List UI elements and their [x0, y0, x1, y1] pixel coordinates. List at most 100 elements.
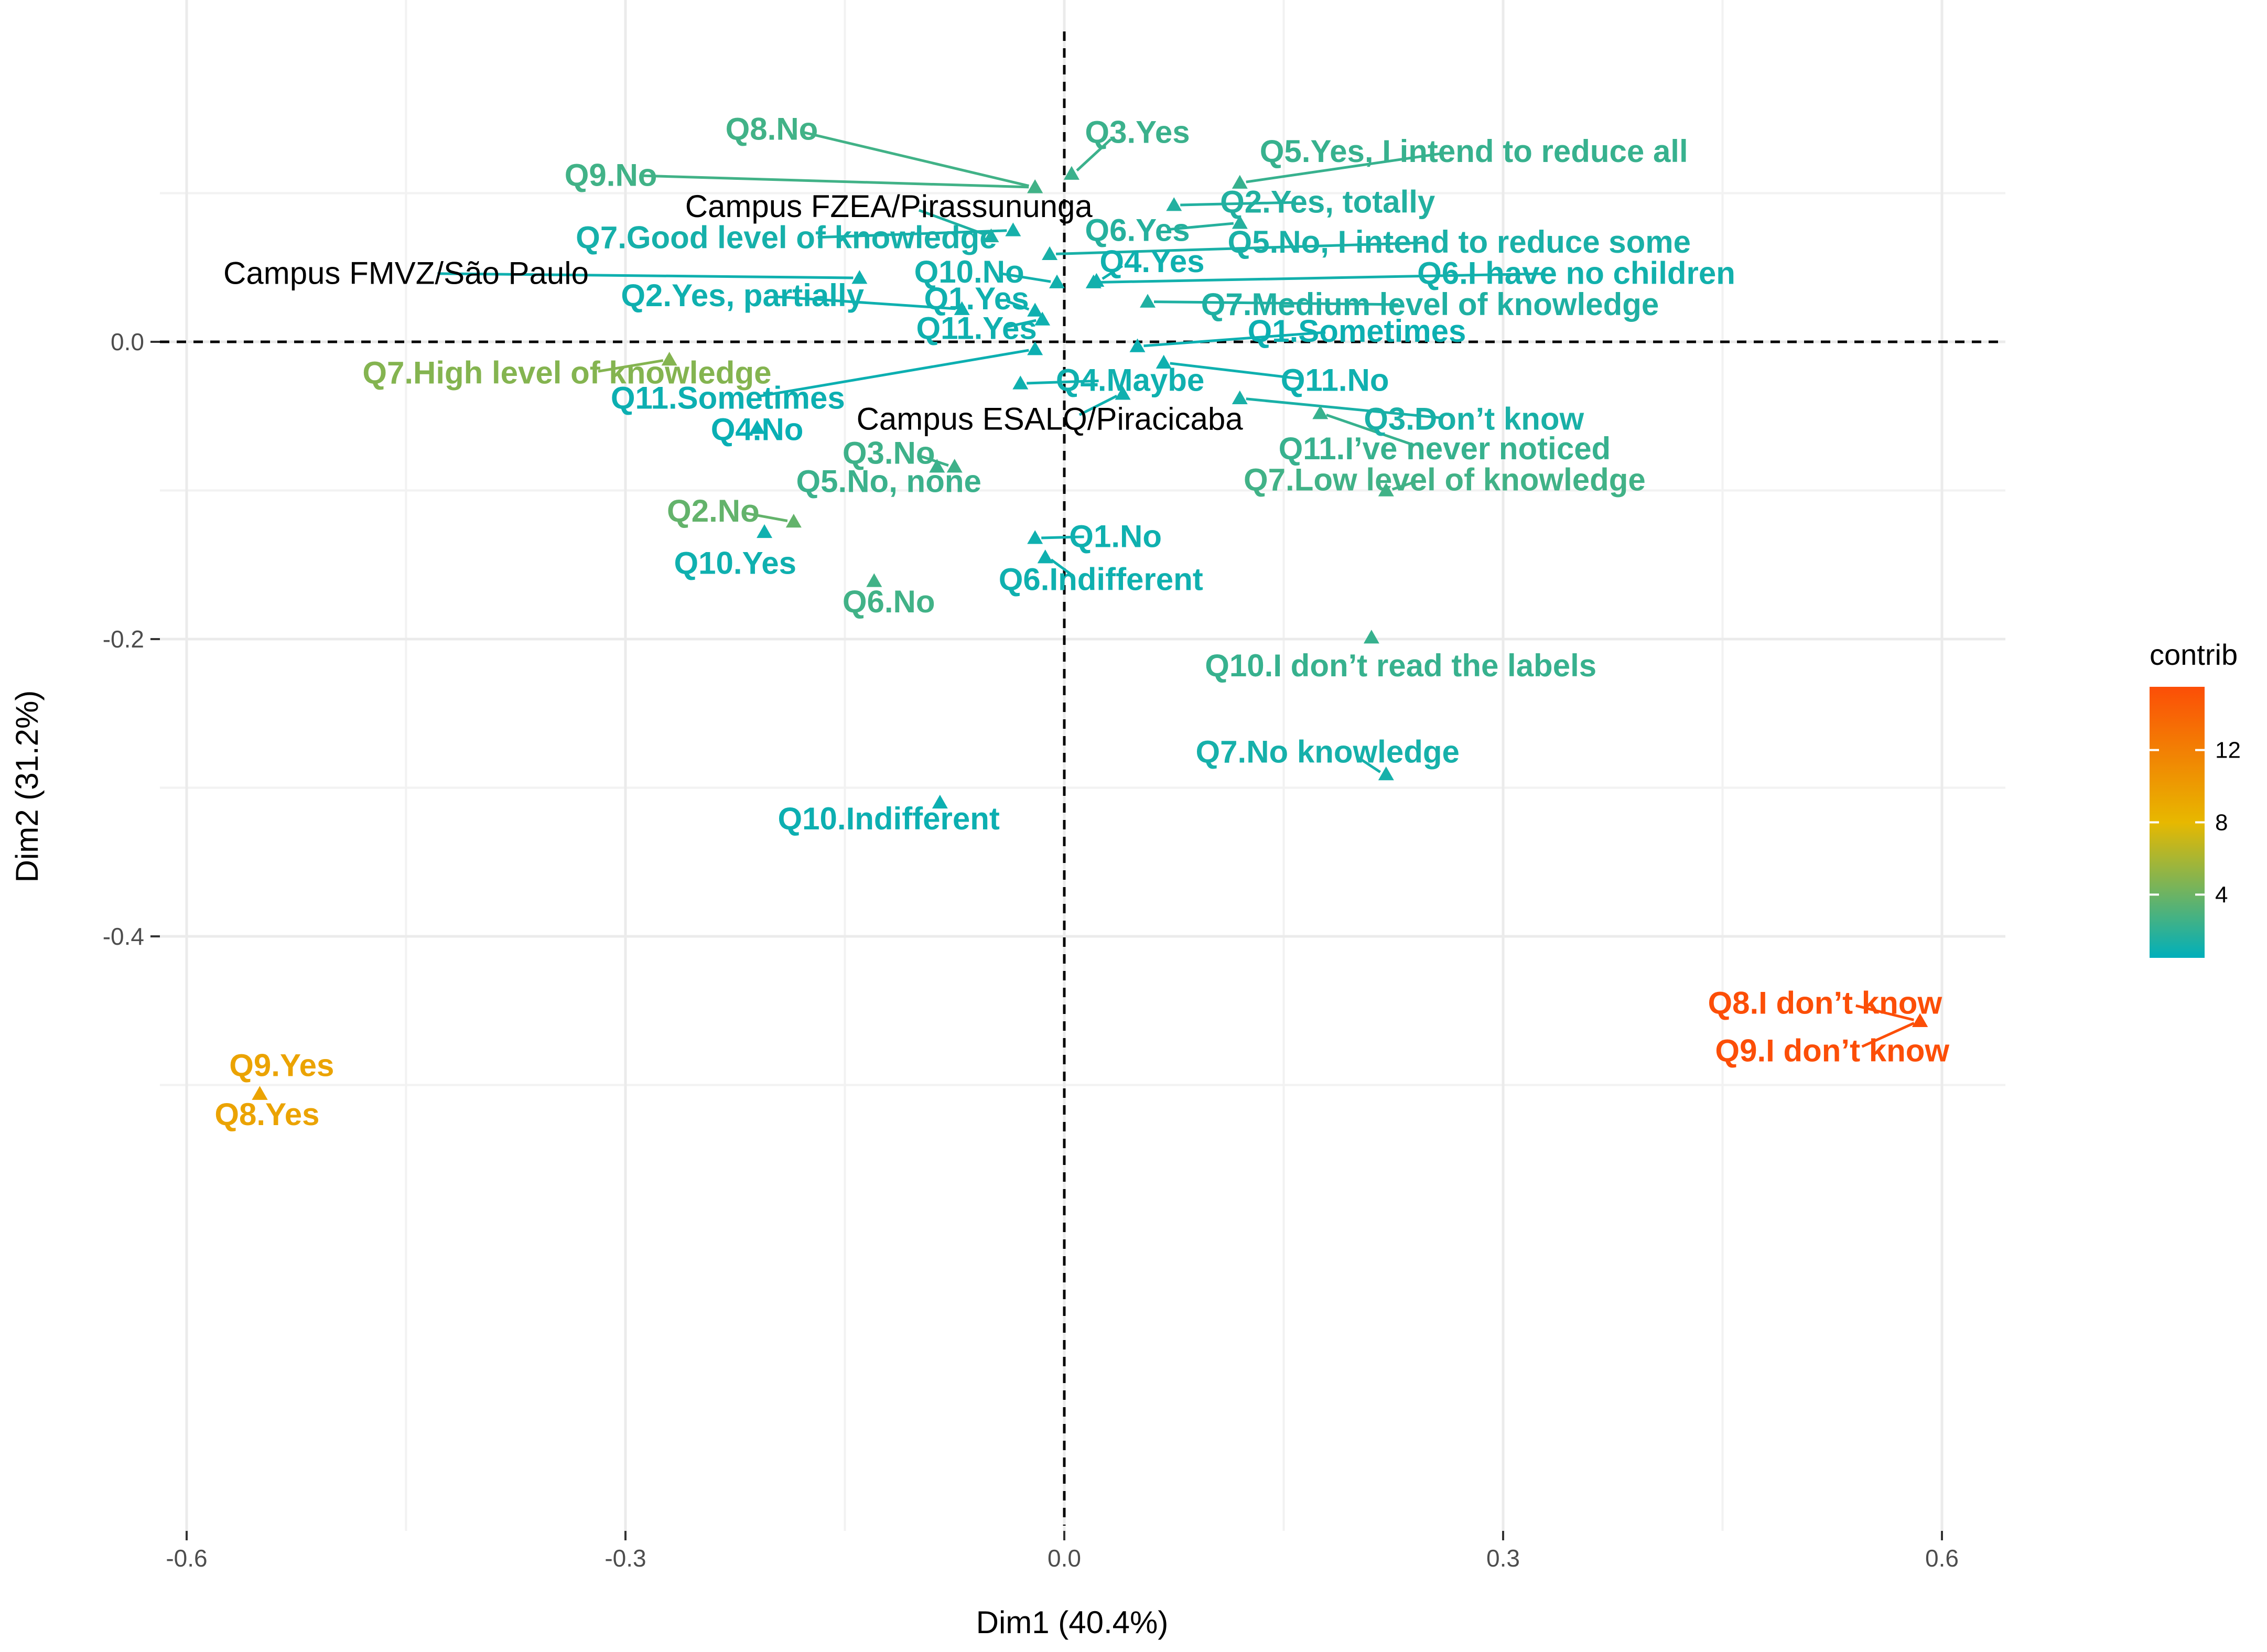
category-point	[1063, 166, 1079, 180]
legend-tick-label: 4	[2215, 882, 2228, 908]
leader-line	[1855, 1004, 1914, 1021]
point-label: Q5.No, none	[796, 463, 981, 499]
leader-line	[1007, 300, 1030, 311]
leader-line	[919, 455, 949, 467]
point-label: Q2.No	[667, 493, 760, 528]
point-label: Q2.Yes, totally	[1220, 185, 1435, 220]
category-point	[785, 514, 802, 528]
y-tick-label: -0.4	[103, 923, 144, 950]
leader-line	[773, 295, 956, 310]
category-point	[1156, 354, 1172, 369]
point-label: Q7.Medium level of knowledge	[1201, 287, 1659, 322]
category-point	[1049, 274, 1065, 288]
category-point	[1166, 197, 1182, 211]
category-point	[757, 524, 773, 538]
point-label: Q7.Low level of knowledge	[1244, 462, 1646, 498]
point-label: Q8.Yes	[214, 1097, 319, 1132]
leader-line	[1007, 319, 1037, 328]
point-label: Q3.No	[843, 436, 935, 471]
point-label: Q1.Yes	[924, 281, 1029, 316]
x-tick-label: -0.6	[166, 1545, 207, 1572]
plot-panel	[160, 0, 2005, 1531]
leader-line	[1027, 379, 1099, 385]
point-label: Q11.Yes	[916, 310, 1037, 345]
leader-line	[744, 511, 788, 522]
point-label: Q7.Good level of knowledge	[576, 220, 997, 255]
point-label: Q3.Yes	[1085, 114, 1190, 149]
category-point	[983, 228, 999, 242]
x-axis-title: Dim1 (40.4%)	[976, 1605, 1169, 1640]
leader-line	[1102, 265, 1124, 280]
leader-line	[642, 174, 1029, 189]
category-point	[1129, 338, 1146, 352]
legend-tick-label: 8	[2215, 810, 2228, 836]
point-label: Q2.Yes, partially	[621, 278, 864, 313]
point-label: Q8.No	[726, 112, 818, 147]
category-point	[1312, 405, 1329, 419]
category-point	[929, 459, 945, 473]
leader-line	[1246, 152, 1443, 183]
leader-line	[1246, 397, 1443, 419]
point-label: Q5.Yes, I intend to reduce all	[1260, 134, 1688, 169]
x-tick-label: 0.0	[1048, 1545, 1081, 1572]
point-label: Q7.High level of knowledge	[362, 355, 771, 391]
leader-line	[1170, 362, 1304, 381]
leader-line	[1180, 201, 1297, 207]
point-label: Campus FMVZ/São Paulo	[223, 256, 589, 291]
leader-line	[1356, 755, 1381, 773]
leader-line	[1099, 272, 1545, 284]
point-label: Q4.Maybe	[1056, 363, 1204, 398]
x-tick-label: 0.3	[1486, 1545, 1520, 1572]
y-axis-title: Dim2 (31.2%)	[9, 690, 45, 883]
point-label: Q1.Sometimes	[1248, 314, 1466, 349]
minor-gridlines	[160, 0, 2005, 1531]
leader-line	[437, 272, 854, 279]
point-label: Campus FZEA/Pirassununga	[685, 189, 1093, 224]
point-label: Q10.No	[914, 254, 1024, 289]
point-label: Q11.No	[1281, 363, 1389, 398]
reference-lines	[160, 31, 2005, 1526]
point-label: Q10.I don’t read the labels	[1205, 648, 1596, 683]
leader-line	[817, 229, 1007, 239]
category-point	[1012, 375, 1029, 390]
category-point	[1005, 222, 1021, 236]
category-point	[1912, 1013, 1928, 1027]
leader-line	[1861, 1022, 1915, 1048]
category-point	[1027, 530, 1043, 544]
point-label: Q3.Don’t know	[1364, 401, 1584, 436]
category-point	[866, 573, 882, 587]
category-point	[661, 352, 677, 366]
x-tick-label: -0.3	[604, 1545, 646, 1572]
point-label: Q6.Indifferent	[999, 562, 1203, 597]
category-point	[1378, 482, 1394, 496]
category-point	[932, 794, 948, 809]
leader-line	[1154, 300, 1399, 306]
leader-line	[598, 359, 664, 373]
leader-line	[1056, 241, 1428, 255]
legend: contrib 4 8 12	[2150, 638, 2241, 958]
leader-line	[1078, 394, 1118, 416]
y-tick-label: -0.2	[103, 625, 144, 653]
legend-title: contrib	[2150, 638, 2238, 671]
point-label: Q9.Yes	[229, 1048, 334, 1083]
category-point	[1034, 311, 1051, 326]
point-label: Campus ESALQ/Piracicaba	[857, 401, 1244, 436]
x-tick-label: 0.6	[1925, 1545, 1959, 1572]
category-point	[1027, 303, 1043, 317]
point-labels: Q8.No Q9.No Q3.Yes Q5.Yes, I intend to redu…	[214, 112, 1949, 1132]
leader-line	[802, 131, 1030, 188]
leader-line	[1076, 138, 1112, 172]
category-point	[954, 301, 970, 315]
point-label: Q9.No	[565, 157, 657, 192]
point-label: Q7.No knowledge	[1195, 734, 1459, 769]
data-points	[252, 166, 1928, 1100]
point-label: Q6.No	[843, 584, 935, 619]
category-point	[1042, 246, 1058, 260]
category-point	[1027, 341, 1043, 355]
axes: Dim1 (40.4%) Dim2 (31.2%) -0.6 -0.3 0.0 0.3…	[9, 328, 1959, 1640]
category-point	[1232, 175, 1248, 189]
category-point	[1232, 215, 1248, 229]
point-label: Q1.No	[1069, 519, 1162, 554]
point-label: Q6.I have no children	[1417, 256, 1735, 291]
